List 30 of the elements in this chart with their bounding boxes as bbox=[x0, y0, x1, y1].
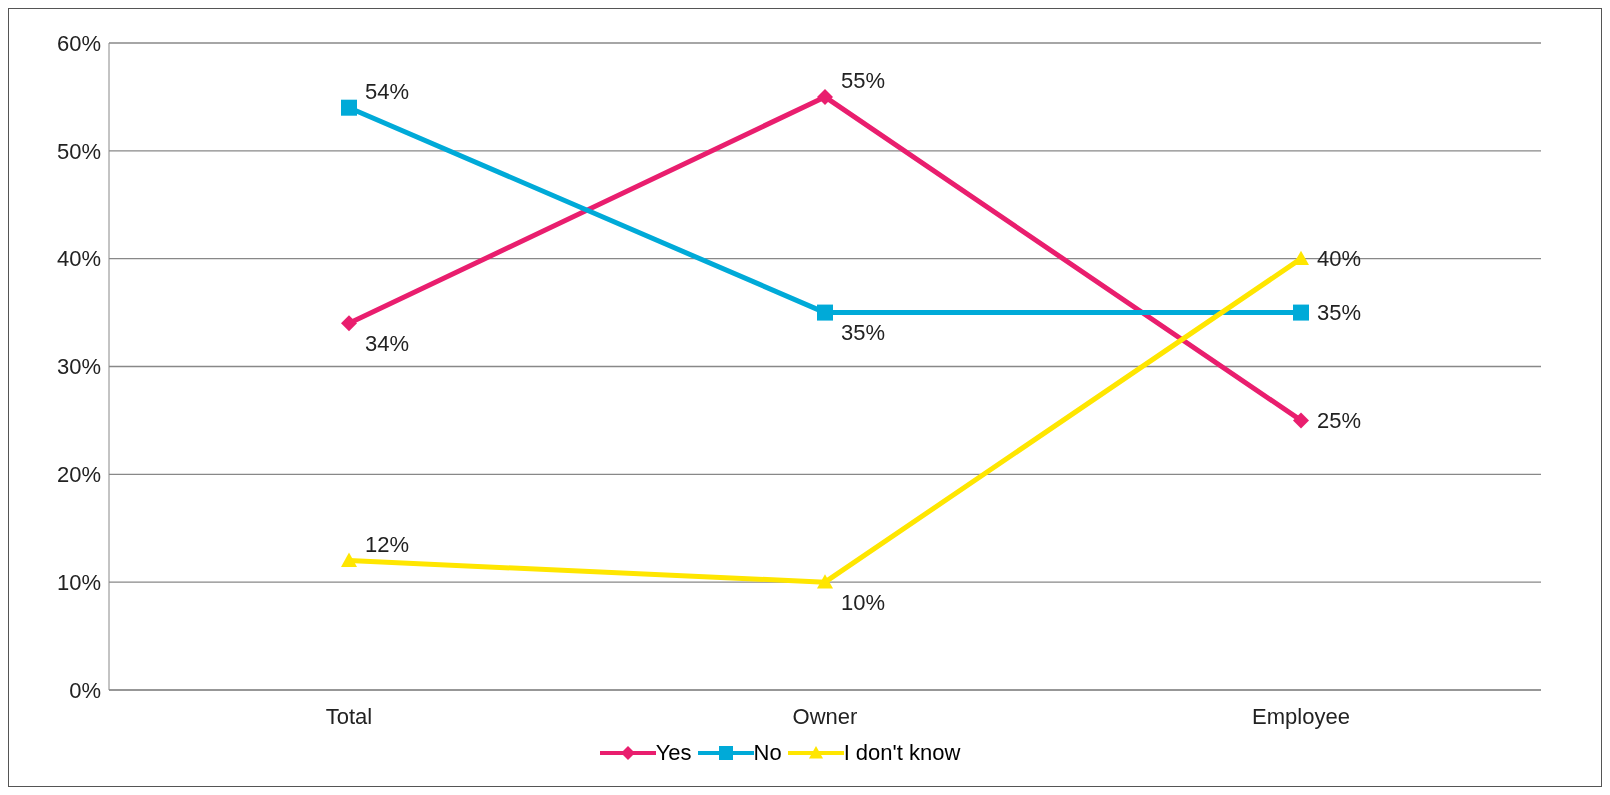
y-tick-label: 10% bbox=[56, 569, 101, 595]
point bbox=[341, 315, 357, 332]
data-label: 35% bbox=[841, 320, 886, 346]
point bbox=[341, 99, 357, 116]
y-tick-label: 50% bbox=[56, 138, 101, 164]
y-tick-label: 0% bbox=[69, 677, 101, 703]
data-label: 55% bbox=[841, 68, 886, 94]
x-tick-label: Employee bbox=[1252, 703, 1350, 729]
point bbox=[1293, 412, 1309, 429]
y-tick-label: 40% bbox=[56, 246, 101, 272]
data-label: 40% bbox=[1317, 246, 1362, 272]
data-label: 10% bbox=[841, 589, 886, 615]
legend-label: No bbox=[753, 740, 782, 766]
y-tick-label: 60% bbox=[56, 30, 101, 56]
x-tick-label: Owner bbox=[792, 703, 858, 729]
legend-label: Yes bbox=[655, 740, 692, 766]
data-label: 12% bbox=[365, 532, 410, 558]
point bbox=[341, 552, 357, 567]
data-label: 35% bbox=[1317, 300, 1362, 326]
point bbox=[817, 574, 833, 589]
data-label: 34% bbox=[365, 330, 410, 356]
data-label: 25% bbox=[1317, 407, 1362, 433]
legend-label: I don't know bbox=[843, 740, 961, 766]
x-tick-label: Total bbox=[325, 703, 373, 729]
point bbox=[817, 88, 833, 105]
point bbox=[1293, 304, 1309, 321]
y-tick-label: 30% bbox=[56, 354, 101, 380]
point bbox=[817, 304, 833, 321]
data-label: 54% bbox=[365, 79, 410, 105]
y-tick-label: 20% bbox=[56, 462, 101, 488]
